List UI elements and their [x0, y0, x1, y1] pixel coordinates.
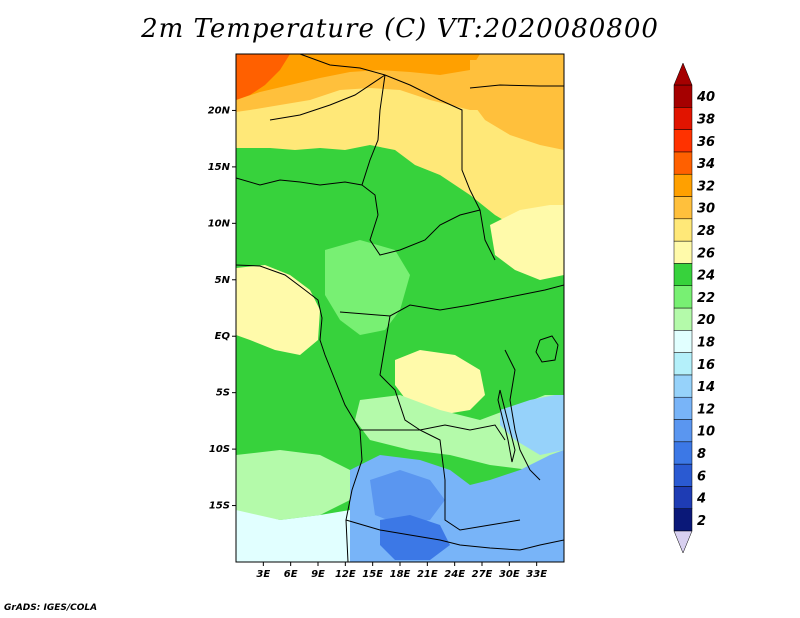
map-borders: [236, 54, 564, 562]
field-south-cooler: [370, 470, 445, 525]
colorbar-label: 2: [697, 514, 706, 529]
border-segment: [360, 429, 521, 531]
border-segment: [504, 349, 541, 481]
field-central-lightgreen: [325, 240, 410, 335]
colorbar-swatch: [673, 486, 693, 509]
field-north-hottest: [236, 54, 290, 100]
colorbar-label: 40: [696, 90, 715, 105]
lat-tick-label: 20N: [208, 105, 231, 116]
colorbar-swatch: [673, 107, 693, 130]
field-east-warm: [490, 205, 564, 280]
colorbar-swatch: [673, 352, 693, 376]
colorbar-max-arrow: [673, 62, 693, 86]
border-segment: [369, 209, 481, 256]
colorbar-label: 12: [697, 402, 715, 417]
border-segment: [236, 177, 363, 186]
colorbar-swatch: [673, 285, 693, 309]
colorbar-label: 36: [697, 135, 715, 150]
lake-outline: [535, 335, 559, 363]
lon-tick-label: 12E: [335, 569, 356, 580]
lon-tick-label: 24E: [444, 569, 465, 580]
colorbar-swatch: [673, 419, 693, 443]
lat-tick-label: 15N: [208, 162, 231, 173]
field-southwest-lightgreen: [236, 450, 350, 520]
colorbar-swatch: [673, 441, 693, 465]
colorbar-min-arrow: [673, 530, 693, 554]
colorbar-label: 20: [697, 313, 715, 328]
colorbar-label: 28: [697, 224, 715, 239]
lake-outline: [497, 389, 516, 463]
border-segment: [299, 54, 496, 261]
lat-tick-label: 15S: [209, 501, 230, 512]
field-southwest-cool: [236, 510, 350, 562]
colorbar-label: 24: [697, 269, 715, 284]
lon-tick-label: 27E: [472, 569, 493, 580]
colorbar-label: 18: [697, 335, 715, 350]
border-segment: [379, 315, 506, 441]
lon-tick-label: 9E: [311, 569, 325, 580]
latitude-ticks: 20N 15N 10N 5N EQ 5S 10S 15S: [208, 105, 236, 512]
colorbar-swatch: [673, 84, 693, 108]
field-west-ocean-warm: [236, 265, 320, 355]
colorbar-swatch: [673, 396, 693, 420]
colorbar-swatch: [673, 173, 693, 197]
field-northeast-warm: [470, 60, 564, 150]
lon-tick-label: 21E: [417, 569, 438, 580]
colorbar-label: 10: [697, 425, 715, 440]
colorbar-swatch: [673, 307, 693, 331]
colorbar-swatch: [673, 151, 693, 175]
field-east-highland-cool: [500, 395, 564, 455]
lon-tick-label: 33E: [526, 569, 547, 580]
colorbar-label: 38: [697, 112, 715, 127]
temperature-field: [236, 54, 564, 562]
colorbar-swatch: [673, 463, 693, 487]
border-segment: [269, 74, 386, 121]
colorbar-swatch: [673, 263, 693, 286]
lat-tick-label: 10S: [209, 444, 230, 455]
border-segment: [339, 284, 564, 317]
colorbar-label: 30: [697, 202, 715, 217]
colorbar-label: 8: [697, 447, 706, 462]
lon-tick-label: 3E: [256, 569, 270, 580]
colorbar-label: 22: [697, 291, 715, 306]
lat-tick-label: 5S: [216, 388, 230, 399]
border-segment: [345, 519, 564, 551]
lat-tick-label: EQ: [215, 331, 231, 342]
colorbar-label: 34: [697, 157, 715, 172]
colorbar-swatch: [673, 330, 693, 353]
lon-tick-label: 30E: [499, 569, 520, 580]
border-segment: [361, 74, 386, 216]
lon-tick-label: 6E: [284, 569, 298, 580]
colorbar-swatch: [673, 240, 693, 264]
colorbar-swatch: [673, 218, 693, 242]
colorbar-swatch: [673, 508, 693, 532]
field-congo-warm: [395, 350, 485, 415]
colorbar-swatch: [673, 129, 693, 153]
colorbar-label: 14: [697, 380, 715, 395]
field-north-hot: [236, 54, 480, 100]
lat-tick-label: 5N: [215, 275, 231, 286]
longitude-ticks: 3E 6E 9E 12E 15E 18E 21E 24E 27E 30E 33E: [256, 562, 547, 580]
colorbar-label: 4: [696, 492, 706, 507]
colorbar-label: 26: [697, 246, 715, 261]
colorbar-label: 6: [697, 469, 706, 484]
colorbar-label: 32: [697, 179, 715, 194]
colorbar-swatch: [673, 374, 693, 398]
lon-tick-label: 15E: [362, 569, 383, 580]
colorbar-label: 16: [697, 358, 715, 373]
west-coastline: [236, 264, 363, 562]
colorbar-swatch: [673, 196, 693, 220]
grads-credit: GrADS: IGES/COLA: [4, 603, 98, 613]
field-south-coolest: [380, 515, 450, 560]
lon-tick-label: 18E: [390, 569, 411, 580]
lat-tick-label: 10N: [208, 218, 231, 229]
border-segment: [469, 84, 564, 89]
map-title: 2m Temperature (C) VT:2020080800: [141, 14, 659, 44]
